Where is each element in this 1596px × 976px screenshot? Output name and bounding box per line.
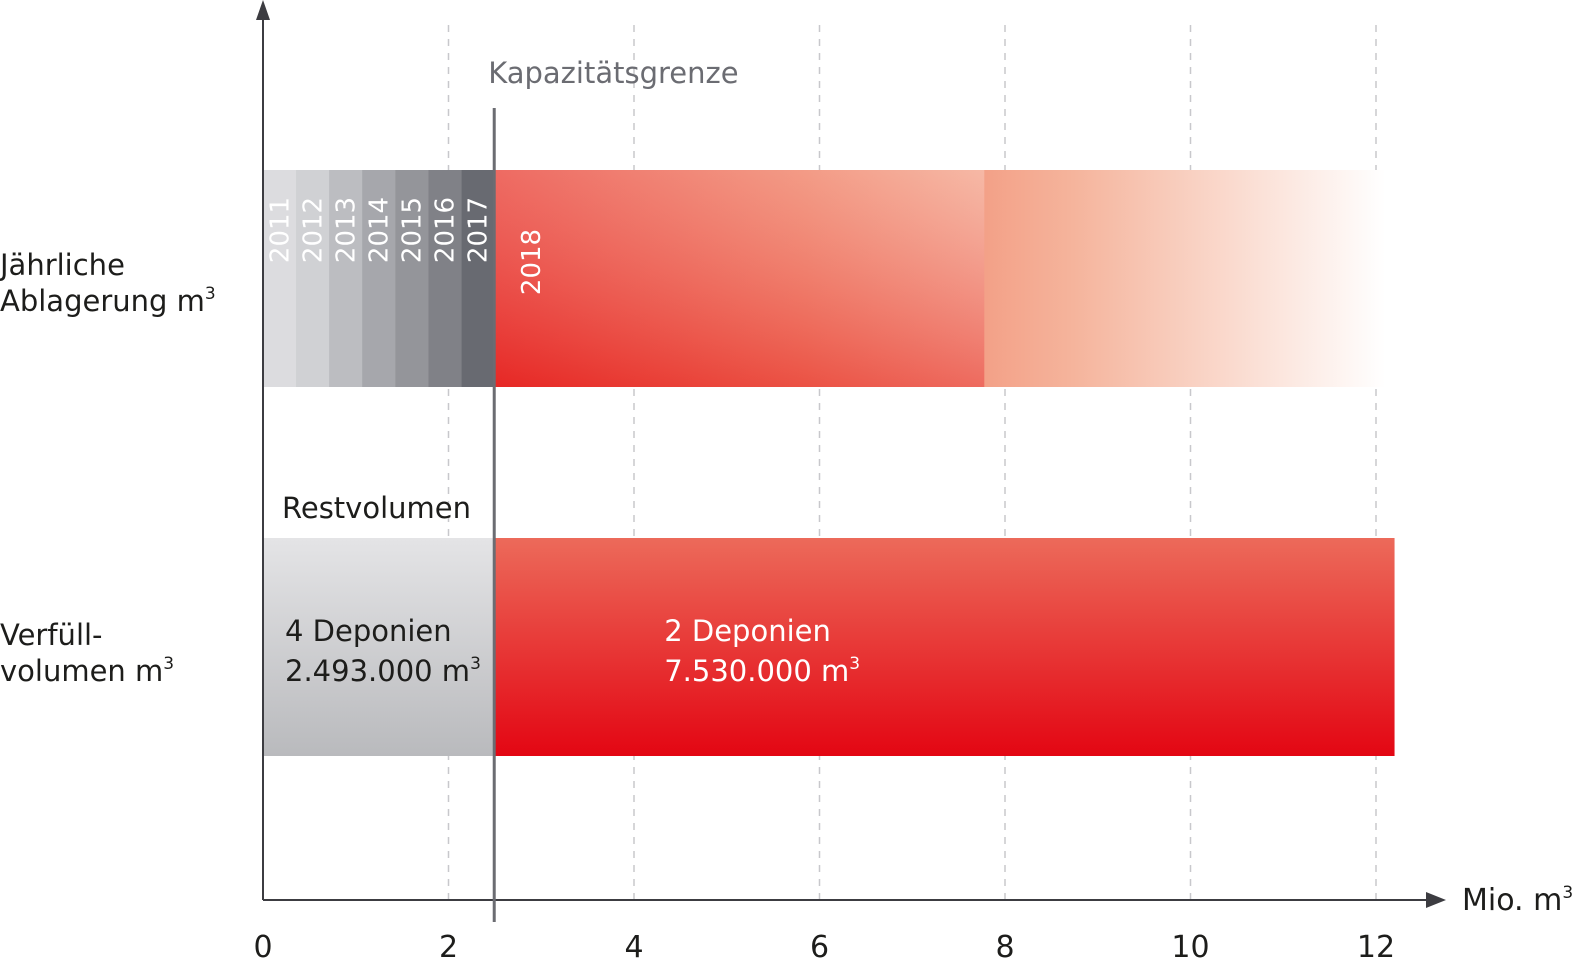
year-label: 2018 bbox=[517, 229, 547, 295]
row-label-annual: Jährliche bbox=[0, 248, 125, 282]
year-label: 2015 bbox=[398, 197, 428, 263]
year-label: 2011 bbox=[266, 197, 296, 263]
year-label: 2014 bbox=[365, 197, 395, 263]
x-tick-label: 2 bbox=[439, 930, 458, 965]
x-tick-label: 8 bbox=[995, 930, 1014, 965]
row-label-fill-line2: volumen m3 bbox=[0, 654, 174, 688]
bar-2018-shade bbox=[494, 170, 985, 387]
row-label-fill: Verfüll- bbox=[0, 618, 103, 652]
x-tick-label: 4 bbox=[624, 930, 643, 965]
bar-year-2012 bbox=[296, 170, 330, 387]
bar-year-2013 bbox=[329, 170, 363, 387]
capacity-label: Kapazitätsgrenze bbox=[488, 56, 738, 90]
bar-segment-new bbox=[494, 538, 1395, 756]
bar-year-2015 bbox=[395, 170, 429, 387]
bar-year-2011 bbox=[263, 170, 297, 387]
year-label: 2016 bbox=[431, 197, 461, 263]
year-label: 2012 bbox=[299, 197, 329, 263]
restvolumen-header: Restvolumen bbox=[282, 491, 471, 525]
segment-value: 7.530.000 m3 bbox=[664, 654, 860, 688]
x-axis-label: Mio. m3 bbox=[1462, 883, 1573, 918]
bar-year-2014 bbox=[362, 170, 396, 387]
bar-year-2017 bbox=[461, 170, 495, 387]
labels: 0 2 4 6 8 10 12 2018 2011 2012 2013 2014 2015 2016 201… bbox=[253, 197, 1395, 965]
bar-year-2016 bbox=[428, 170, 462, 387]
x-tick-label: 12 bbox=[1357, 930, 1395, 965]
x-tick-label: 0 bbox=[253, 930, 272, 965]
row-label-annual-line2: Ablagerung m3 bbox=[0, 284, 216, 318]
year-label: 2013 bbox=[332, 197, 362, 263]
y-axis-arrow-icon bbox=[256, 0, 270, 20]
x-axis-arrow-icon bbox=[1426, 892, 1446, 908]
grid-lines bbox=[447, 25, 1377, 900]
bar-segment-remaining bbox=[263, 538, 495, 756]
segment-label: 2 Deponien bbox=[664, 614, 831, 648]
x-tick-label: 6 bbox=[810, 930, 829, 965]
bars bbox=[263, 170, 1395, 756]
year-label: 2017 bbox=[464, 197, 494, 263]
segment-label: 4 Deponien bbox=[285, 614, 452, 648]
segment-value: 2.493.000 m3 bbox=[285, 654, 481, 688]
x-tick-label: 10 bbox=[1171, 930, 1209, 965]
